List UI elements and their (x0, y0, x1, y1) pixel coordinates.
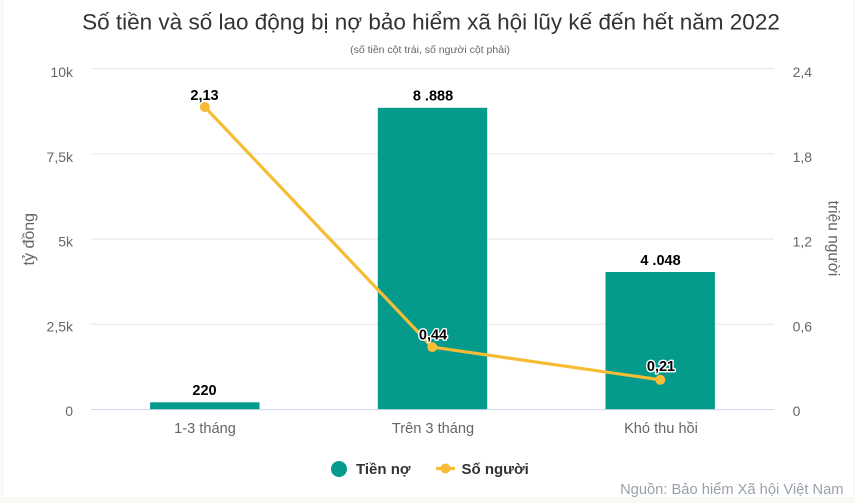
svg-text:Số tiền và số lao động bị nợ b: Số tiền và số lao động bị nợ bảo hiểm xã… (82, 10, 780, 35)
svg-text:8 .888: 8 .888 (413, 88, 453, 104)
svg-text:0,6: 0,6 (793, 318, 813, 334)
svg-text:triệu người: triệu người (825, 201, 842, 277)
svg-text:2,4: 2,4 (793, 64, 813, 80)
svg-text:1,2: 1,2 (793, 234, 813, 250)
svg-text:5k: 5k (58, 234, 74, 250)
svg-text:4 .048: 4 .048 (640, 253, 680, 269)
svg-text:tỷ đồng: tỷ đồng (21, 213, 38, 265)
svg-text:Tiền nợ: Tiền nợ (356, 461, 411, 478)
svg-text:Số người: Số người (462, 461, 529, 478)
svg-text:7,5k: 7,5k (47, 149, 74, 165)
svg-text:2,13: 2,13 (190, 88, 218, 104)
svg-text:2,5k: 2,5k (47, 318, 74, 334)
svg-text:1,8: 1,8 (793, 149, 813, 165)
svg-text:0: 0 (793, 403, 801, 419)
svg-text:0,21: 0,21 (647, 359, 675, 375)
svg-text:10k: 10k (50, 64, 74, 80)
svg-text:220: 220 (192, 383, 216, 399)
svg-text:Trên 3 tháng: Trên 3 tháng (392, 421, 474, 437)
svg-text:1-3 tháng: 1-3 tháng (174, 421, 236, 437)
svg-text:Khó thu hồi: Khó thu hồi (624, 421, 698, 437)
svg-text:Nguồn: Bảo hiểm Xã hội Việt Na: Nguồn: Bảo hiểm Xã hội Việt Nam (620, 482, 843, 498)
svg-text:0,44: 0,44 (419, 328, 447, 344)
svg-text:(số tiền cột trái, số người cộ: (số tiền cột trái, số người cột phải) (350, 44, 510, 56)
svg-text:0: 0 (65, 403, 73, 419)
